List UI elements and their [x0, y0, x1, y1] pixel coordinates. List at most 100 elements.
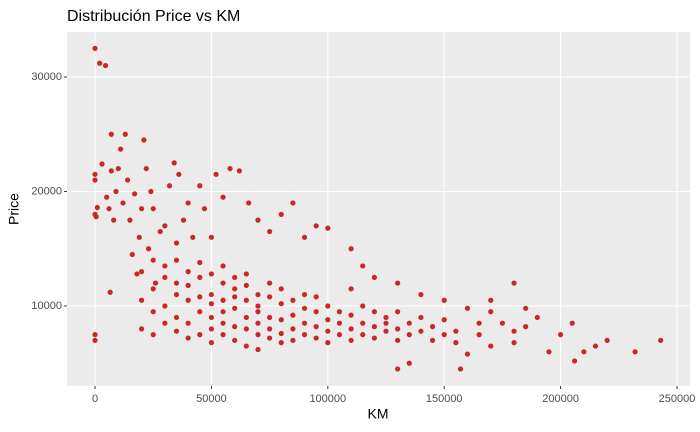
point [185, 297, 191, 303]
y-axis-label: Price [6, 193, 22, 225]
point [150, 309, 156, 315]
point [464, 305, 471, 311]
point [360, 320, 366, 326]
point [604, 337, 610, 343]
point [395, 309, 401, 315]
grid [67, 32, 690, 386]
point [190, 234, 196, 240]
point [348, 337, 354, 343]
point [278, 340, 284, 346]
point [464, 351, 471, 357]
point [243, 314, 249, 321]
x-tick-label: 0 [92, 393, 98, 405]
point [93, 214, 99, 220]
point [162, 274, 168, 280]
point [108, 131, 114, 137]
point [441, 332, 447, 338]
point [232, 294, 238, 300]
point [220, 309, 226, 315]
point [267, 314, 273, 321]
x-tick-label: 250000 [659, 393, 696, 405]
point [632, 349, 638, 355]
point [301, 291, 308, 298]
point [108, 168, 114, 174]
point [457, 366, 464, 372]
point [173, 328, 180, 334]
point [208, 326, 215, 332]
point [278, 286, 284, 292]
point [176, 171, 182, 177]
point [173, 291, 180, 298]
point [99, 161, 105, 167]
point [208, 271, 215, 277]
point [185, 335, 191, 341]
point [243, 326, 249, 332]
point [313, 324, 319, 330]
point [220, 297, 226, 303]
panel [67, 32, 690, 386]
point [243, 271, 249, 277]
point [94, 204, 100, 211]
point [348, 246, 354, 252]
point [360, 332, 366, 338]
point [162, 303, 168, 309]
point [534, 314, 540, 321]
point [208, 234, 215, 240]
point [658, 337, 664, 343]
point [113, 188, 119, 195]
point [371, 335, 377, 341]
point [243, 297, 249, 303]
point [360, 303, 366, 309]
point [138, 269, 145, 275]
point [313, 294, 319, 300]
point [111, 217, 117, 223]
point [92, 171, 98, 177]
point [97, 60, 103, 66]
point [267, 280, 273, 286]
point [166, 183, 173, 189]
point [232, 324, 238, 330]
point [476, 320, 482, 326]
point [134, 271, 140, 277]
point [236, 168, 242, 174]
point [232, 305, 238, 311]
point [301, 320, 308, 326]
point [197, 274, 203, 280]
point [418, 328, 424, 334]
point [278, 330, 284, 337]
point [152, 280, 159, 286]
point [453, 340, 459, 346]
point [441, 297, 447, 303]
point [278, 211, 284, 217]
point [488, 297, 494, 303]
point [301, 305, 308, 311]
point [395, 366, 401, 372]
point [325, 303, 331, 309]
point [185, 320, 191, 326]
point [162, 320, 168, 326]
point [102, 62, 109, 69]
point [313, 223, 319, 229]
point [406, 360, 412, 366]
point [325, 225, 331, 231]
point [581, 349, 587, 355]
point [511, 280, 517, 286]
point [173, 280, 180, 286]
point [125, 177, 131, 183]
point [453, 328, 459, 334]
point [267, 228, 273, 235]
y-tick-label: 10000 [31, 300, 62, 312]
point [92, 332, 98, 338]
point [162, 223, 168, 229]
point [255, 291, 261, 298]
point [429, 337, 436, 343]
point [255, 346, 261, 353]
point [150, 257, 156, 263]
point [313, 335, 319, 341]
point [138, 206, 145, 212]
point [213, 171, 219, 177]
point [325, 328, 331, 334]
point [197, 183, 203, 189]
point [197, 259, 203, 266]
